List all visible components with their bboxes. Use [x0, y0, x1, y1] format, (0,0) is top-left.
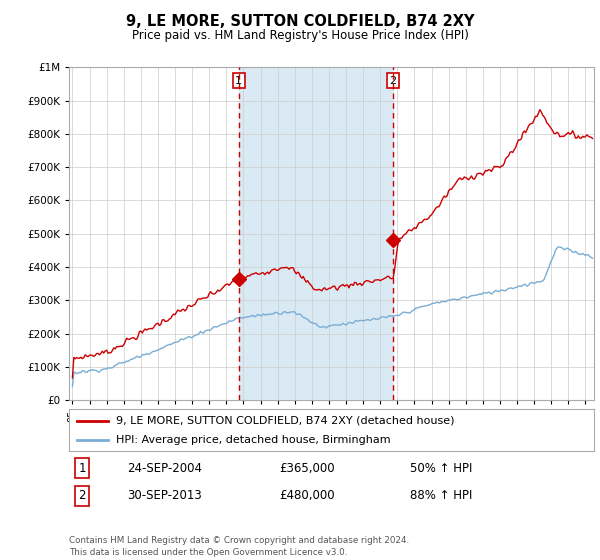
Text: 1: 1 — [79, 462, 86, 475]
Text: £480,000: £480,000 — [279, 489, 335, 502]
Text: Price paid vs. HM Land Registry's House Price Index (HPI): Price paid vs. HM Land Registry's House … — [131, 29, 469, 42]
Bar — [239, 67, 393, 400]
Text: 2: 2 — [389, 76, 397, 86]
Text: 2: 2 — [79, 489, 86, 502]
Text: 30-SEP-2013: 30-SEP-2013 — [127, 489, 202, 502]
Text: 50% ↑ HPI: 50% ↑ HPI — [410, 462, 473, 475]
Text: 24-SEP-2004: 24-SEP-2004 — [127, 462, 202, 475]
Text: 9, LE MORE, SUTTON COLDFIELD, B74 2XY: 9, LE MORE, SUTTON COLDFIELD, B74 2XY — [126, 14, 474, 29]
Text: 1: 1 — [235, 76, 242, 86]
Text: HPI: Average price, detached house, Birmingham: HPI: Average price, detached house, Birm… — [116, 435, 391, 445]
Text: Contains HM Land Registry data © Crown copyright and database right 2024.
This d: Contains HM Land Registry data © Crown c… — [69, 536, 409, 557]
Text: £365,000: £365,000 — [279, 462, 335, 475]
Text: 88% ↑ HPI: 88% ↑ HPI — [410, 489, 473, 502]
Text: 9, LE MORE, SUTTON COLDFIELD, B74 2XY (detached house): 9, LE MORE, SUTTON COLDFIELD, B74 2XY (d… — [116, 416, 455, 426]
